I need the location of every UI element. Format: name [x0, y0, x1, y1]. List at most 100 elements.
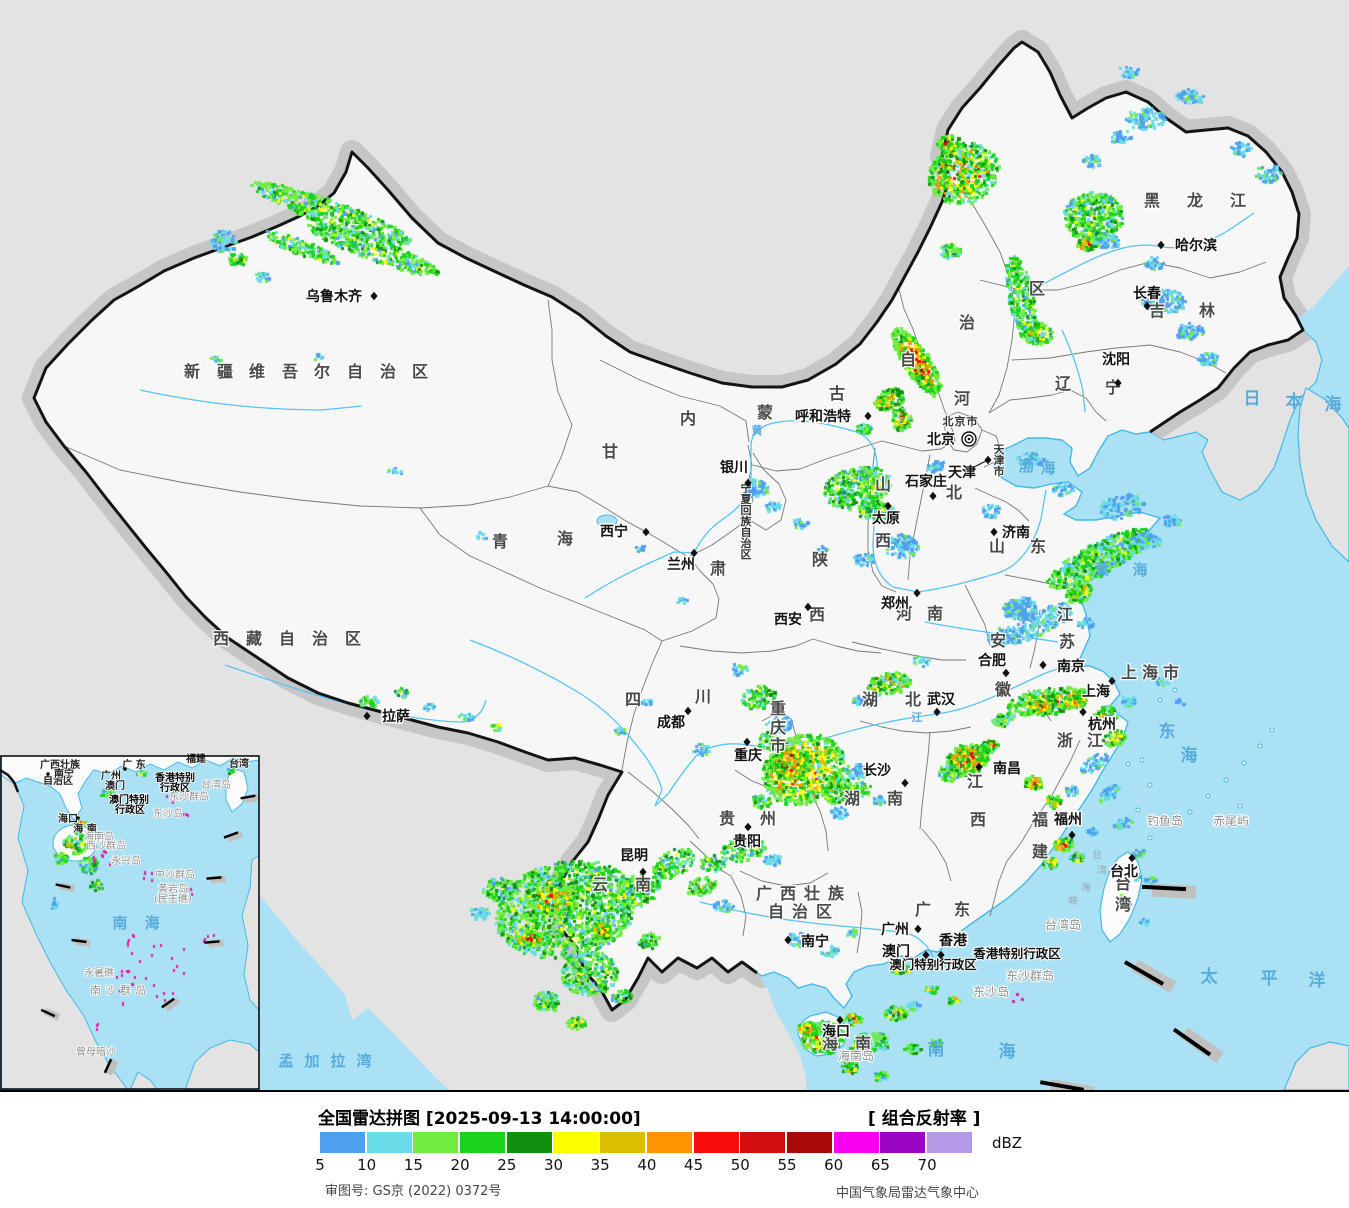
legend-value-15: 15 [403, 1156, 423, 1174]
inset-label: 永暑礁 [84, 966, 114, 979]
city-marker [743, 737, 751, 747]
city-marker [914, 924, 922, 934]
boundary-dash [40, 1008, 56, 1018]
boundary-dash-shadow [1131, 959, 1177, 993]
city-label: 南宁 [801, 933, 829, 950]
city-label: 成都 [657, 714, 685, 731]
map-label: 江苏 [1057, 605, 1075, 651]
map-label: 海南岛 [838, 1048, 874, 1063]
map-label: 重庆市 [769, 699, 786, 755]
city-label: 长春 [1133, 285, 1162, 302]
inset-label: 行政区 [114, 803, 145, 816]
inset-label: 台湾 [229, 757, 249, 770]
legend-value-5: 5 [315, 1156, 325, 1174]
city-label: 沈阳 [1102, 351, 1130, 368]
legend-value-70: 70 [917, 1156, 937, 1174]
inset-label: 海南岛 [84, 830, 114, 843]
inset-city-dot [46, 772, 50, 776]
map-label: 台湾 [1115, 874, 1131, 914]
map-label: 辽宁 [1055, 374, 1121, 397]
inset-label: 西沙群岛 [86, 839, 126, 852]
radar-echo-layer [0, 0, 1349, 1090]
map-label: 上海市 [1121, 663, 1179, 682]
city-label: 乌鲁木齐 [306, 288, 363, 305]
map-label: 台湾海峡 [1068, 848, 1107, 907]
inset-label: 行政区 [159, 781, 190, 794]
city-marker [1108, 676, 1116, 686]
city-label: 银川 [720, 459, 748, 476]
legend-value-35: 35 [590, 1156, 610, 1174]
city-marker [937, 950, 945, 960]
city-label: 香港 [938, 932, 968, 949]
city-marker [1079, 707, 1087, 717]
map-label: 澳门特别行政区 [889, 957, 977, 972]
inset-label: 永兴岛 [111, 854, 141, 867]
city-label: 贵阳 [733, 833, 761, 850]
legend-color-swatch-5 [320, 1132, 366, 1153]
legend-value-30: 30 [543, 1156, 564, 1174]
legend-value-25: 25 [497, 1156, 517, 1174]
city-marker [1002, 668, 1010, 678]
city-marker [913, 588, 921, 598]
map-label: 湖南 [844, 789, 903, 808]
city-marker [990, 527, 998, 537]
city-marker [744, 822, 752, 832]
city-marker [1143, 301, 1151, 311]
boundary-dash-shadow [1151, 883, 1197, 899]
city-label: 长沙 [863, 762, 891, 779]
city-marker [1039, 660, 1047, 670]
legend-value-40: 40 [637, 1156, 657, 1174]
legend-color-swatch-40 [646, 1132, 692, 1153]
legend-value-20: 20 [450, 1156, 470, 1174]
inset-label: 曾母暗沙 [76, 1045, 116, 1058]
tianjin-pointer-line [973, 460, 987, 468]
map-label: 江西 [967, 772, 986, 829]
boundary-dash [204, 940, 220, 944]
legend-color-swatch-20 [460, 1132, 506, 1153]
city-label: 呼和浩特 [795, 408, 851, 425]
inset-label: 海 南 [73, 822, 96, 835]
map-label: 甘 [602, 442, 618, 461]
legend-value-50: 50 [730, 1156, 750, 1174]
legend-product: [ 组合反射率 ] [868, 1109, 981, 1129]
map-label: 青海 [492, 529, 573, 551]
inset-label: 澳门特别 [109, 793, 149, 806]
map-label: 东沙群岛 [1006, 968, 1054, 983]
map-label: 东沙岛 [973, 984, 1009, 999]
boundary-dash [71, 938, 87, 944]
city-markers: 乌鲁木齐拉萨西宁兰州银川呼和浩特石家庄太原济南郑州西安成都重庆贵阳昆明武汉长沙南… [305, 236, 1219, 1042]
map-label: 北京市 [943, 414, 978, 428]
inset-label: 中沙群岛 [155, 868, 195, 881]
legend-color-swatch-30 [553, 1132, 599, 1153]
city-marker [929, 491, 937, 501]
city-marker [684, 706, 692, 716]
map-label: 肃 [710, 559, 726, 578]
boundary-dash [1172, 1027, 1212, 1057]
legend-value-60: 60 [824, 1156, 844, 1174]
inset-label: 广西壮族 [40, 758, 81, 771]
city-marker [642, 527, 650, 537]
map-label: 新疆维吾尔自治区 [184, 362, 428, 381]
boundary-dash [240, 794, 256, 800]
city-marker [1128, 853, 1136, 863]
legend-value-45: 45 [684, 1156, 704, 1174]
legend-title: 全国雷达拼图 [2025-09-13 14:00:00] [318, 1109, 641, 1129]
city-label: 西安 [774, 611, 802, 628]
city-marker [370, 291, 378, 301]
city-marker [901, 778, 909, 788]
map-label: 香港特别行政区 [972, 946, 1061, 961]
city-marker [864, 411, 872, 421]
city-marker [639, 867, 647, 877]
map-label: 日本海 [1244, 389, 1344, 415]
city-label: 天津 [948, 464, 976, 481]
boundary-dash [1123, 960, 1165, 986]
inset-frame [0, 755, 260, 1090]
maritime-boundary-dashes [40, 793, 1224, 1090]
map-label: 台湾岛 [1045, 917, 1081, 932]
boundary-dash-shadow [210, 875, 226, 884]
map-label: 东海 [1159, 721, 1200, 766]
map-label: 西藏自治区 [213, 629, 361, 648]
